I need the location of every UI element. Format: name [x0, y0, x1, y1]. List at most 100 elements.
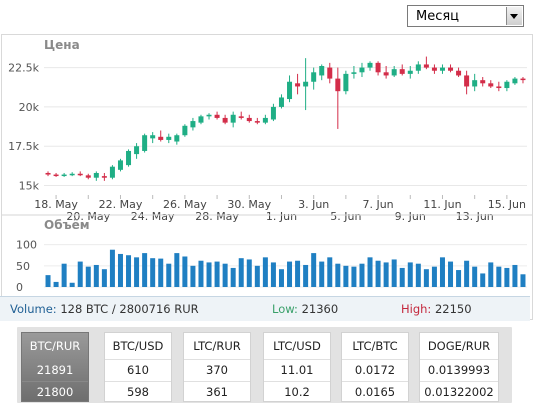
volume-bar[interactable]: [126, 255, 132, 287]
candle[interactable]: [391, 66, 397, 78]
candle[interactable]: [448, 64, 454, 73]
volume-bar[interactable]: [456, 270, 462, 287]
candle[interactable]: [456, 67, 462, 78]
volume-bar[interactable]: [254, 265, 260, 287]
volume-bar[interactable]: [238, 258, 244, 287]
candle[interactable]: [238, 111, 244, 120]
candle[interactable]: [496, 81, 502, 92]
volume-bar[interactable]: [69, 282, 75, 287]
candlestick-series[interactable]: [45, 56, 526, 181]
volume-bar[interactable]: [512, 264, 518, 287]
candle[interactable]: [166, 133, 172, 144]
volume-bar[interactable]: [520, 274, 526, 287]
volume-bar[interactable]: [246, 259, 252, 287]
volume-bar[interactable]: [270, 262, 276, 287]
ticker-btc-rur[interactable]: BTC/RUR 21891 21800: [21, 332, 89, 402]
candle[interactable]: [230, 111, 236, 128]
candle[interactable]: [190, 117, 196, 131]
volume-bar[interactable]: [311, 253, 317, 287]
candle[interactable]: [254, 117, 260, 125]
volume-bar[interactable]: [335, 263, 341, 287]
candle[interactable]: [383, 66, 389, 79]
candle[interactable]: [319, 64, 325, 81]
volume-bar[interactable]: [214, 261, 220, 287]
volume-bar[interactable]: [287, 261, 293, 287]
candle[interactable]: [198, 114, 204, 125]
chevron-down-icon[interactable]: [506, 7, 522, 25]
period-select[interactable]: Месяц: [407, 5, 524, 27]
candle[interactable]: [375, 61, 381, 76]
candle[interactable]: [61, 172, 67, 177]
volume-bar[interactable]: [158, 258, 164, 287]
candle[interactable]: [488, 80, 494, 89]
volume-bar[interactable]: [278, 269, 284, 287]
ticker-btc-usd[interactable]: BTC/USD 610 598: [104, 332, 172, 402]
candle[interactable]: [520, 77, 526, 84]
volume-bar[interactable]: [206, 262, 212, 287]
candle[interactable]: [439, 64, 445, 74]
candle[interactable]: [85, 173, 91, 180]
volume-bar[interactable]: [198, 260, 204, 287]
candle[interactable]: [423, 56, 429, 70]
volume-bar[interactable]: [327, 257, 333, 287]
candle[interactable]: [351, 66, 357, 79]
candle[interactable]: [174, 133, 180, 145]
candle[interactable]: [295, 73, 301, 95]
volume-bar[interactable]: [117, 253, 123, 287]
volume-bar[interactable]: [480, 273, 486, 287]
candle[interactable]: [182, 124, 188, 137]
volume-bar[interactable]: [109, 249, 115, 287]
candle[interactable]: [150, 132, 156, 144]
volume-bar[interactable]: [488, 262, 494, 287]
candle[interactable]: [77, 171, 83, 177]
volume-bar[interactable]: [101, 269, 107, 287]
volume-bar[interactable]: [399, 267, 405, 287]
candle[interactable]: [262, 114, 268, 125]
candle[interactable]: [480, 77, 486, 87]
volume-bar[interactable]: [262, 257, 268, 287]
candle[interactable]: [126, 149, 132, 167]
volume-bar[interactable]: [351, 266, 357, 287]
candle[interactable]: [278, 94, 284, 109]
candle[interactable]: [504, 80, 510, 92]
volume-bar[interactable]: [77, 261, 83, 287]
volume-bar[interactable]: [85, 266, 91, 287]
ticker-ltc-usd[interactable]: LTC/USD 11.01 10.2: [263, 332, 331, 402]
volume-bar[interactable]: [190, 265, 196, 287]
candle[interactable]: [407, 66, 413, 79]
volume-bar[interactable]: [423, 269, 429, 287]
volume-bar[interactable]: [367, 257, 373, 287]
candle[interactable]: [93, 171, 99, 181]
volume-bar[interactable]: [391, 259, 397, 287]
candle[interactable]: [287, 75, 293, 103]
candle[interactable]: [117, 158, 123, 172]
candle[interactable]: [270, 103, 276, 122]
volume-bar[interactable]: [134, 257, 140, 287]
candle[interactable]: [303, 58, 309, 111]
volume-bar[interactable]: [230, 267, 236, 287]
candle[interactable]: [359, 62, 365, 78]
volume-bar[interactable]: [343, 265, 349, 287]
candle[interactable]: [206, 113, 212, 120]
volume-bar[interactable]: [319, 261, 325, 287]
volume-bar[interactable]: [431, 266, 437, 287]
volume-bar[interactable]: [496, 266, 502, 287]
volume-bar[interactable]: [166, 263, 172, 287]
volume-bar[interactable]: [174, 253, 180, 287]
price-volume-chart[interactable]: Цена 15k 17.5k 20k 22.5k 18. May 22. May 26. …: [2, 35, 532, 319]
candle[interactable]: [472, 73, 478, 92]
volume-bar[interactable]: [150, 258, 156, 287]
candle[interactable]: [415, 61, 421, 74]
volume-bar[interactable]: [222, 263, 228, 287]
volume-bar[interactable]: [142, 253, 148, 287]
candle[interactable]: [109, 165, 115, 180]
candle[interactable]: [367, 61, 373, 71]
volume-bar[interactable]: [375, 260, 381, 287]
volume-bar[interactable]: [415, 263, 421, 287]
ticker-ltc-rur[interactable]: LTC/RUR 370 361: [183, 332, 251, 402]
volume-bar[interactable]: [504, 267, 510, 287]
volume-bar[interactable]: [93, 264, 99, 287]
candle[interactable]: [335, 67, 341, 129]
ticker-ltc-btc[interactable]: LTC/BTC 0.0172 0.0165: [341, 332, 409, 402]
volume-bar[interactable]: [448, 261, 454, 287]
